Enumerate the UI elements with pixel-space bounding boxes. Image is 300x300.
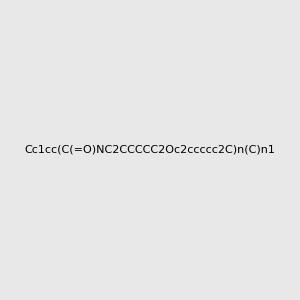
Text: Cc1cc(C(=O)NC2CCCCC2Oc2ccccc2C)n(C)n1: Cc1cc(C(=O)NC2CCCCC2Oc2ccccc2C)n(C)n1 xyxy=(25,145,275,155)
